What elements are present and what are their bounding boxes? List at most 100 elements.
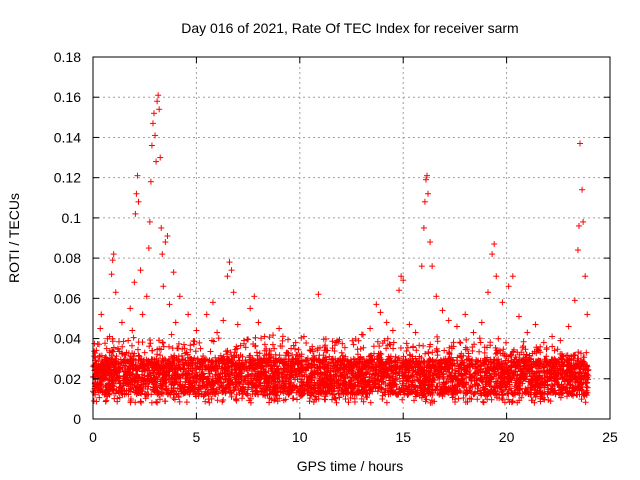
y-tick-label: 0.1 [62, 210, 82, 226]
data-point [524, 329, 531, 336]
data-point [166, 301, 173, 308]
data-point [149, 120, 156, 127]
data-point [549, 333, 556, 340]
data-point [276, 325, 283, 332]
data-point [162, 239, 169, 246]
data-point [499, 299, 506, 306]
data-point [153, 158, 160, 165]
data-point [146, 218, 153, 225]
data-point [127, 305, 134, 312]
data-point [148, 142, 155, 149]
data-point [300, 333, 307, 340]
point-band-path [90, 331, 592, 406]
data-point [261, 333, 268, 340]
data-point [400, 277, 407, 284]
data-point [582, 273, 589, 280]
data-point [155, 92, 162, 99]
data-point [112, 289, 119, 296]
data-point [334, 337, 341, 344]
data-point [106, 333, 113, 340]
data-point [132, 210, 139, 217]
data-point [422, 176, 429, 183]
data-point [152, 132, 159, 139]
data-point [100, 373, 107, 380]
data-point [203, 311, 210, 318]
data-point [102, 383, 109, 390]
data-point [373, 301, 380, 308]
data-point [114, 345, 121, 352]
y-tick-label: 0.04 [54, 331, 81, 347]
data-point [420, 224, 427, 231]
data-point [214, 329, 221, 336]
data-point [406, 321, 413, 328]
data-point [154, 98, 161, 105]
data-point [584, 311, 591, 318]
data-point [129, 327, 136, 334]
data-point [478, 319, 485, 326]
data-point [412, 329, 419, 336]
data-point [134, 172, 141, 179]
axis-ticks [92, 56, 611, 420]
chart-title: Day 016 of 2021, Rate Of TEC Index for r… [181, 20, 518, 36]
data-point [209, 299, 216, 306]
data-point [159, 251, 166, 258]
data-point [224, 273, 231, 280]
data-point [121, 377, 128, 384]
data-point [240, 337, 247, 344]
background-point-band [90, 331, 592, 406]
y-tick-label: 0.06 [54, 290, 81, 306]
y-tick-label: 0.14 [54, 129, 81, 145]
data-point [425, 190, 432, 197]
data-point [439, 307, 446, 314]
data-point [168, 331, 175, 338]
data-point [158, 224, 165, 231]
y-tick-labels: 0 0.02 0.04 0.06 0.08 0.1 0.12 0.14 0.16 0.18 [54, 49, 81, 427]
data-point [575, 222, 582, 229]
data-point [383, 319, 390, 326]
data-point [350, 341, 357, 348]
data-point [255, 319, 262, 326]
data-point [493, 273, 500, 280]
data-point [170, 269, 177, 276]
data-point [251, 293, 258, 300]
data-points [92, 92, 591, 390]
data-point [462, 311, 469, 318]
data-point [418, 263, 425, 270]
data-point [193, 327, 200, 334]
data-point [571, 297, 578, 304]
data-point [108, 271, 115, 278]
data-point [315, 291, 322, 298]
data-point [135, 198, 142, 205]
data-point [141, 349, 148, 356]
data-point [96, 353, 103, 360]
data-point [226, 259, 233, 266]
data-point [94, 367, 101, 374]
data-point [228, 267, 235, 274]
data-point [172, 319, 179, 326]
data-point [540, 339, 547, 346]
data-point [156, 106, 163, 113]
data-point [579, 186, 586, 193]
data-point [185, 311, 192, 318]
data-point [116, 365, 123, 372]
data-point [484, 289, 491, 296]
data-point [123, 371, 130, 378]
data-point [164, 232, 171, 239]
x-tick-label: 5 [193, 429, 201, 445]
data-point [427, 239, 434, 246]
data-point [284, 349, 291, 356]
data-point [145, 245, 152, 252]
data-point [98, 311, 105, 318]
data-point [230, 289, 237, 296]
data-point [147, 178, 154, 185]
data-point [269, 341, 276, 348]
data-point [423, 172, 430, 179]
data-point [367, 325, 374, 332]
data-point [247, 305, 254, 312]
data-point [377, 309, 384, 316]
data-point [143, 293, 150, 300]
data-point [470, 329, 477, 336]
data-point [489, 251, 496, 258]
x-tick-label: 0 [89, 429, 97, 445]
data-point [176, 293, 183, 300]
